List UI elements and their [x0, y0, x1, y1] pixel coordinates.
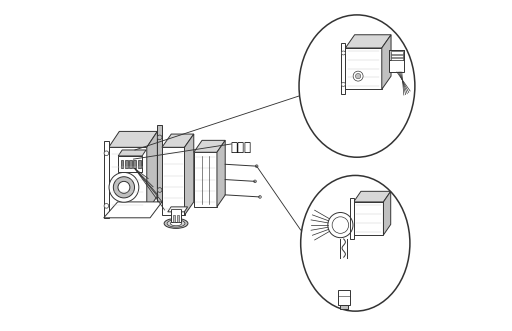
- Circle shape: [355, 73, 361, 79]
- Circle shape: [342, 82, 346, 86]
- Circle shape: [253, 180, 257, 183]
- Circle shape: [104, 151, 109, 156]
- Polygon shape: [354, 191, 391, 202]
- Bar: [391, 51, 403, 54]
- Polygon shape: [184, 134, 194, 215]
- Circle shape: [157, 188, 162, 192]
- Polygon shape: [162, 134, 194, 147]
- Ellipse shape: [164, 218, 188, 228]
- Ellipse shape: [170, 221, 182, 226]
- Circle shape: [259, 196, 261, 198]
- Polygon shape: [157, 125, 162, 202]
- Circle shape: [157, 135, 162, 140]
- Bar: [391, 54, 403, 57]
- Polygon shape: [118, 150, 146, 156]
- Polygon shape: [350, 198, 354, 239]
- Bar: [390, 51, 404, 72]
- Bar: [340, 305, 348, 309]
- Polygon shape: [104, 141, 109, 218]
- Ellipse shape: [299, 15, 415, 157]
- Polygon shape: [354, 202, 383, 235]
- Bar: [338, 290, 350, 305]
- Text: 端子箱: 端子箱: [230, 141, 251, 154]
- Bar: [138, 160, 141, 168]
- Polygon shape: [109, 131, 157, 147]
- Bar: [134, 160, 136, 168]
- Polygon shape: [162, 147, 184, 215]
- Polygon shape: [346, 48, 382, 89]
- Bar: [390, 51, 404, 60]
- Circle shape: [255, 165, 258, 167]
- Ellipse shape: [301, 175, 410, 311]
- Bar: [170, 209, 181, 222]
- Circle shape: [342, 51, 346, 55]
- Polygon shape: [342, 43, 346, 94]
- Polygon shape: [217, 140, 225, 207]
- Polygon shape: [382, 35, 391, 89]
- Polygon shape: [147, 131, 157, 212]
- Bar: [391, 53, 403, 55]
- Polygon shape: [346, 35, 391, 48]
- Bar: [391, 57, 403, 60]
- Bar: [391, 56, 403, 58]
- Polygon shape: [194, 152, 217, 207]
- Bar: [129, 160, 132, 168]
- Bar: [125, 160, 128, 168]
- Circle shape: [118, 181, 130, 193]
- Circle shape: [109, 172, 139, 202]
- Bar: [177, 215, 179, 222]
- Ellipse shape: [167, 220, 185, 227]
- Polygon shape: [168, 207, 187, 212]
- Circle shape: [353, 71, 363, 81]
- Bar: [121, 160, 123, 168]
- Bar: [173, 215, 175, 222]
- Polygon shape: [194, 140, 225, 152]
- Circle shape: [104, 204, 109, 208]
- Circle shape: [113, 177, 135, 198]
- Polygon shape: [109, 147, 147, 212]
- Polygon shape: [383, 191, 391, 235]
- Bar: [118, 156, 142, 172]
- Polygon shape: [104, 202, 162, 218]
